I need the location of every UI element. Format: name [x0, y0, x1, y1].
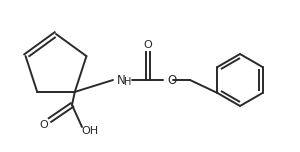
- Text: N: N: [117, 74, 126, 86]
- Text: OH: OH: [81, 126, 99, 136]
- Text: H: H: [124, 77, 131, 87]
- Text: O: O: [167, 74, 176, 86]
- Text: O: O: [144, 40, 152, 50]
- Text: O: O: [40, 120, 48, 130]
